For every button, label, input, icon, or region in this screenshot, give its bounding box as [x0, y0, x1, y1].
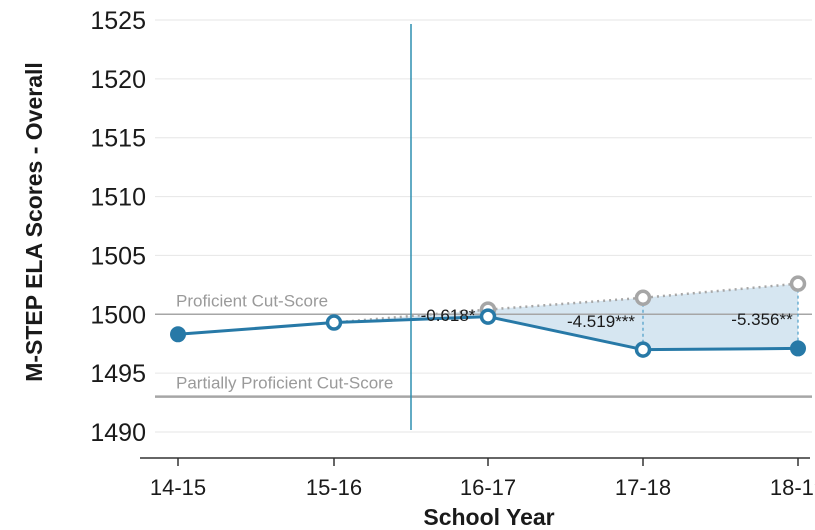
x-axis-title: School Year — [423, 504, 554, 530]
gap-connectors — [642, 283, 799, 350]
y-axis-title: M-STEP ELA Scores - Overall — [21, 62, 47, 382]
actual-point — [790, 340, 806, 357]
x-tick-label: 18-19 — [770, 475, 815, 500]
annotations: -0.618* -4.519*** -5.356** — [421, 306, 794, 331]
x-tick-label: 17-18 — [615, 475, 671, 500]
effect-annotation: -4.519*** — [567, 312, 635, 331]
effect-annotation: -0.618* — [421, 306, 476, 325]
x-tick-labels: 14-15 15-16 16-17 17-18 18-19 — [150, 475, 815, 500]
y-tick-labels: 1490 1495 1500 1505 1510 1515 1520 1525 — [90, 7, 146, 447]
actual-point — [325, 314, 343, 331]
effect-annotation: -5.356** — [731, 310, 793, 329]
reference-line-label: Proficient Cut-Score — [176, 291, 328, 310]
x-tick-label: 15-16 — [306, 475, 362, 500]
y-tick-label: 1515 — [90, 125, 146, 153]
x-tick-label: 14-15 — [150, 475, 206, 500]
reference-line-label: Partially Proficient Cut-Score — [176, 374, 393, 393]
shaded-effect-area — [334, 283, 798, 350]
effect-shaded-area — [334, 283, 798, 350]
actual-point — [634, 341, 652, 358]
gridlines — [155, 19, 812, 433]
reference-lines: Proficient Cut-Score Partially Proficient… — [155, 291, 812, 398]
y-tick-label: 1500 — [90, 301, 146, 329]
axes — [140, 457, 810, 466]
y-tick-label: 1490 — [90, 419, 146, 447]
y-tick-label: 1525 — [90, 7, 146, 35]
x-tick-label: 16-17 — [460, 475, 516, 500]
actual-point — [170, 326, 186, 343]
actual-point — [479, 308, 497, 325]
y-tick-label: 1520 — [90, 66, 146, 94]
series-points — [170, 275, 807, 358]
y-tick-label: 1510 — [90, 184, 146, 212]
counterfactual-point — [789, 275, 807, 292]
y-tick-label: 1505 — [90, 242, 146, 270]
y-tick-label: 1495 — [90, 360, 146, 388]
counterfactual-point — [634, 289, 652, 307]
